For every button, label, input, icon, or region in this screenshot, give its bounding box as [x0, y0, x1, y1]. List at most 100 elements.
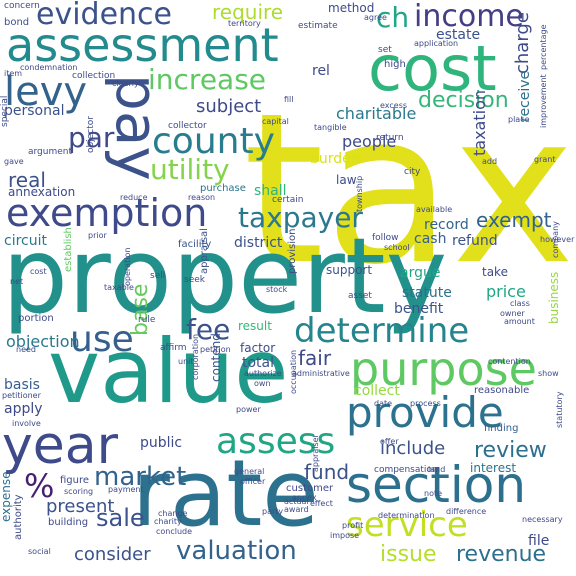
word-taxable: taxable — [104, 283, 134, 292]
word-however: however — [540, 235, 575, 244]
word-condemnation: condemnation — [20, 63, 78, 72]
word-statutory: statutory — [555, 391, 564, 428]
word-valuation: valuation — [176, 536, 297, 566]
word-occupation: occupation — [289, 349, 298, 394]
word-facility: facility — [178, 239, 212, 250]
word-exempt: exempt — [476, 208, 552, 232]
word-school: school — [384, 243, 410, 252]
word-petition: petition — [200, 345, 231, 354]
word-improvement: improvement — [539, 74, 548, 128]
word-appraiser: appraiser — [311, 434, 320, 472]
word-charity: charity — [154, 517, 182, 526]
word-cost: cost — [368, 32, 497, 105]
word-annexation: annexation — [8, 185, 76, 199]
word-stock: stock — [266, 285, 288, 294]
word-section: section — [346, 456, 527, 514]
word-record: record — [424, 217, 469, 233]
word-show: show — [538, 369, 559, 378]
word-special: special — [0, 95, 10, 127]
word-income: income — [414, 0, 524, 34]
word-building: building — [48, 517, 89, 528]
word-bond: bond — [4, 17, 30, 28]
word-city: city — [404, 167, 421, 177]
word-provide: provide — [346, 388, 504, 437]
word-net: net — [10, 277, 24, 286]
word-place: place — [508, 115, 530, 124]
word-people: people — [342, 132, 397, 151]
word-objection: objection — [6, 332, 80, 351]
word-provision: provision — [287, 228, 298, 275]
word-owner: owner — [500, 309, 525, 318]
word-estimate: estimate — [298, 21, 338, 31]
word-collection: collection — [72, 71, 116, 81]
word-difference: difference — [446, 507, 487, 516]
word-available: available — [416, 205, 453, 214]
word-territory: territory — [228, 19, 261, 28]
word-reason: reason — [188, 193, 216, 202]
word-value: value — [48, 320, 289, 423]
word-rate: rate — [132, 440, 319, 547]
word-company: company — [551, 221, 560, 258]
word-cash: cash — [414, 231, 447, 247]
word-take: take — [482, 265, 508, 279]
word-change: change — [158, 509, 188, 518]
word-tangible: tangible — [314, 123, 347, 132]
word-annex: annex — [292, 493, 317, 502]
word-support: support — [326, 263, 373, 277]
word-add: add — [482, 157, 498, 166]
word-taxpayer: taxpayer — [238, 201, 363, 234]
word-basis: basis — [4, 377, 40, 393]
word-customer: customer — [286, 483, 334, 494]
word-market: market — [94, 462, 187, 492]
word-fund: fund — [304, 460, 350, 484]
word-statute: statute — [402, 285, 452, 301]
word-application: application — [414, 39, 459, 48]
word-exemption: exemption — [6, 191, 208, 235]
word-award: award — [284, 505, 309, 514]
word-percent: % — [24, 467, 55, 505]
word-set: set — [378, 45, 392, 55]
word-party: party — [262, 507, 284, 516]
word-service: service — [346, 505, 468, 545]
word-assessment: assessment — [6, 18, 279, 72]
word-affirm: affirm — [160, 343, 187, 353]
word-reasonable: reasonable — [474, 385, 530, 396]
word-revenue: revenue — [456, 542, 547, 567]
word-establish: establish — [63, 227, 74, 272]
word-real: real — [8, 168, 46, 192]
word-item: item — [4, 69, 23, 78]
word-need: need — [16, 345, 36, 354]
word-effect: effect — [310, 499, 333, 508]
word-excess: excess — [380, 101, 408, 110]
word-follow: follow — [372, 233, 399, 243]
word-evidence: evidence — [36, 0, 173, 32]
word-total: total — [242, 355, 275, 371]
word-issue: issue — [380, 542, 437, 567]
word-purchase: purchase — [200, 183, 246, 194]
word-shall: shall — [254, 183, 287, 199]
word-conclude: conclude — [156, 527, 193, 536]
word-purpose: purpose — [350, 342, 537, 396]
word-administrative: administrative — [292, 369, 350, 378]
word-process: process — [410, 399, 441, 408]
word-present: present — [46, 496, 115, 517]
word-scoring: scoring — [64, 487, 94, 496]
word-argument: argument — [28, 147, 73, 157]
word-payment: payment — [108, 485, 144, 494]
word-social: social — [28, 547, 51, 556]
word-determination: determination — [378, 511, 435, 520]
word-township: township — [355, 175, 364, 212]
word-ch: ch — [376, 1, 410, 34]
word-circuit: circuit — [4, 233, 47, 249]
word-reduce: reduce — [120, 193, 148, 202]
word-refund: refund — [452, 233, 498, 249]
word-note: note — [424, 489, 443, 498]
word-taxation: taxation — [470, 90, 489, 156]
word-asset: asset — [348, 291, 372, 301]
word-county: county — [152, 121, 275, 162]
word-apply: apply — [4, 401, 43, 417]
word-subject: subject — [196, 96, 262, 117]
word-authorize: authorize — [244, 369, 282, 378]
word-year: year — [2, 416, 119, 476]
word-law: law — [336, 173, 357, 187]
